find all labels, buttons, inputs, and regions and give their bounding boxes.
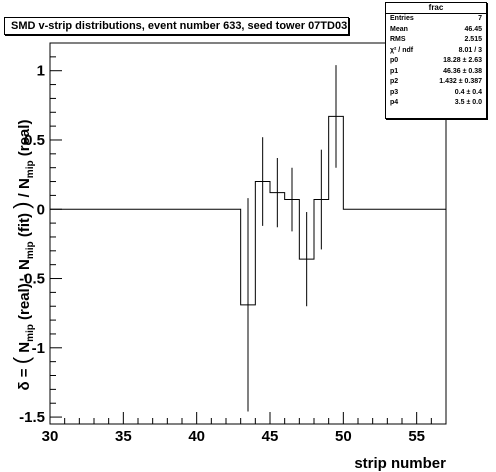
stats-title: frac	[386, 3, 486, 14]
x-tick-label: 55	[408, 428, 425, 445]
x-tick-label: 45	[262, 428, 279, 445]
stats-label: Mean	[390, 25, 408, 33]
stats-label: p0	[390, 57, 399, 64]
stats-label: p1	[390, 67, 399, 75]
y-tick-label: 0	[37, 201, 45, 218]
stats-value: 18.28 ± 2.63	[443, 57, 482, 64]
x-tick-label: 30	[42, 428, 59, 445]
stats-row-p0: p0 18.28 ± 2.63	[386, 56, 486, 67]
y-axis-title-group: δ = ( Nmip (real) - Nmip (fit) ) / Nmip …	[9, 120, 36, 391]
chart-title: SMD v-strip distributions, event number …	[4, 17, 349, 35]
y-axis-title: δ = ( Nmip (real) - Nmip (fit) ) / Nmip …	[9, 120, 36, 391]
stats-row-p4: p4 3.5 ± 0.0	[386, 98, 486, 109]
stats-row-p2: p2 1.432 ± 0.387	[386, 77, 486, 88]
stats-row-chi2: χ² / ndf 8.01 / 3	[386, 46, 486, 57]
stats-value: 2.515	[464, 36, 482, 43]
stats-row-p3: p3 0.4 ± 0.4	[386, 88, 486, 99]
y-tick-label: -0.5	[19, 271, 45, 288]
y-tick-label: 1	[37, 63, 45, 80]
stats-row-mean: Mean 46.45	[386, 25, 486, 36]
stats-label: p3	[390, 88, 399, 96]
stats-label: χ² / ndf	[390, 46, 414, 54]
x-tick-label: 50	[335, 428, 352, 445]
y-tick-label: 0.5	[24, 132, 45, 149]
x-axis-title: strip number	[354, 455, 446, 472]
y-tick-label: -1	[32, 340, 45, 357]
stats-value: 7	[478, 15, 482, 22]
stats-value: 0.4 ± 0.4	[454, 88, 482, 96]
stats-row-rms: RMS 2.515	[386, 35, 486, 46]
stats-value: 46.45	[464, 25, 482, 33]
stats-label: RMS	[390, 36, 406, 43]
plot-area: 30 35 40 45 50 55 -1.5 -1 -0.5 0 0.5 1	[19, 42, 447, 445]
stats-value: 8.01 / 3	[458, 46, 482, 54]
x-tick-label: 35	[115, 428, 132, 445]
stats-value: 3.5 ± 0.0	[454, 99, 482, 106]
stats-row-p1: p1 46.36 ± 0.38	[386, 67, 486, 78]
plot-frame	[49, 42, 447, 425]
y-tick-label: -1.5	[19, 409, 45, 426]
stats-value: 1.432 ± 0.387	[439, 78, 482, 85]
stats-label: p4	[390, 99, 399, 106]
stats-label: p2	[390, 78, 399, 85]
x-tick-label: 40	[188, 428, 205, 445]
stats-row-entries: Entries 7	[386, 14, 486, 25]
stats-value: 46.36 ± 0.38	[443, 67, 482, 75]
stats-label: Entries	[390, 15, 414, 22]
stats-box: frac Entries 7 Mean 46.45 RMS 2.515 χ² /…	[385, 2, 487, 119]
